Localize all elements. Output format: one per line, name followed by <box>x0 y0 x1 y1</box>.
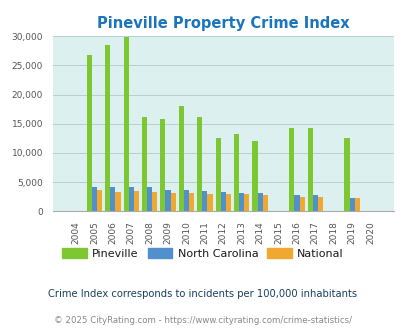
Bar <box>207 194 212 211</box>
Bar <box>349 198 354 211</box>
Bar <box>105 45 110 211</box>
Bar <box>128 187 134 211</box>
Bar <box>317 197 322 211</box>
Bar <box>312 195 317 211</box>
Title: Pineville Property Crime Index: Pineville Property Crime Index <box>97 16 349 31</box>
Bar <box>110 187 115 211</box>
Bar <box>220 192 225 211</box>
Bar <box>244 194 249 211</box>
Bar <box>197 117 202 211</box>
Bar <box>225 194 230 211</box>
Legend: Pineville, North Carolina, National: Pineville, North Carolina, National <box>58 244 347 263</box>
Bar <box>202 191 207 211</box>
Bar <box>142 117 147 211</box>
Bar <box>299 197 304 211</box>
Bar <box>97 190 102 211</box>
Bar <box>147 187 152 211</box>
Bar <box>233 134 239 211</box>
Bar <box>294 195 299 211</box>
Bar <box>165 190 170 211</box>
Bar <box>92 187 97 211</box>
Bar <box>178 106 183 211</box>
Bar <box>252 141 257 211</box>
Bar <box>115 192 120 211</box>
Bar <box>343 138 349 211</box>
Text: © 2025 CityRating.com - https://www.cityrating.com/crime-statistics/: © 2025 CityRating.com - https://www.city… <box>54 316 351 325</box>
Bar <box>183 190 189 211</box>
Bar <box>160 119 165 211</box>
Bar <box>123 37 128 211</box>
Bar <box>354 198 359 211</box>
Bar <box>170 192 175 211</box>
Bar <box>262 195 267 211</box>
Bar <box>288 128 294 211</box>
Bar <box>307 128 312 211</box>
Bar <box>87 55 92 211</box>
Bar <box>239 192 244 211</box>
Bar <box>215 138 220 211</box>
Bar <box>189 193 194 211</box>
Text: Crime Index corresponds to incidents per 100,000 inhabitants: Crime Index corresponds to incidents per… <box>48 289 357 299</box>
Bar <box>152 192 157 211</box>
Bar <box>257 193 262 211</box>
Bar <box>134 191 139 211</box>
